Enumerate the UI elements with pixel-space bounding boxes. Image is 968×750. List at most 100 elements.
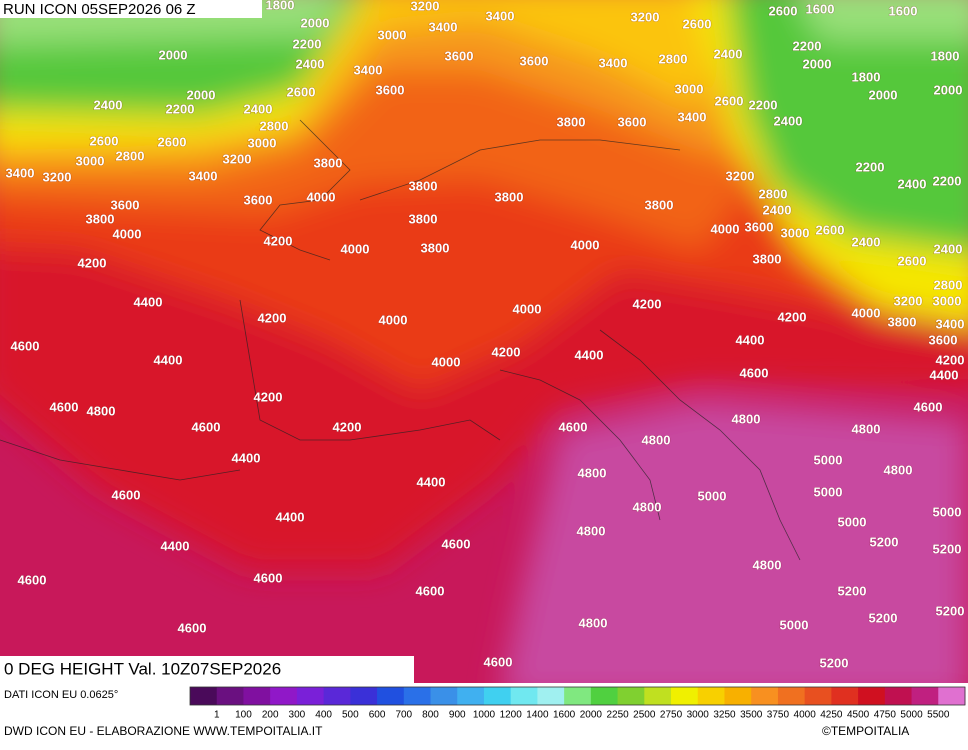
contour-label: 3000 [675,81,704,96]
contour-label: 5000 [780,617,809,632]
contour-label: 2200 [166,101,195,116]
contour-label: 1800 [931,48,960,63]
contour-label: 3000 [76,153,105,168]
legend-label: 2750 [660,710,683,721]
legend-label: 800 [422,710,439,721]
legend-swatch [858,687,886,705]
contour-label: 4000 [571,237,600,252]
contour-label: 2400 [934,241,963,256]
contour-label: 3800 [421,240,450,255]
contour-label: 2000 [301,15,330,30]
contour-label: 3400 [936,316,965,331]
legend-label: 1000 [473,710,496,721]
legend-swatch [323,687,351,705]
contour-label: 4400 [154,352,183,367]
contour-label: 4800 [578,465,607,480]
contour-label: 1600 [889,3,918,18]
legend-label: 900 [449,710,466,721]
legend-label: 600 [369,710,386,721]
legend-swatch [457,687,485,705]
contour-label: 4600 [112,487,141,502]
contour-label: 2800 [659,51,688,66]
contour-label: 3600 [929,332,958,347]
contour-label: 3000 [248,135,277,150]
contour-label: 3200 [43,169,72,184]
contour-label: 3800 [409,178,438,193]
contour-label: 4000 [307,189,336,204]
contour-label: 4000 [432,354,461,369]
contour-label: 4800 [633,499,662,514]
legend-label: 3000 [687,710,710,721]
legend-label: 4500 [847,710,870,721]
contour-label: 5000 [698,488,727,503]
legend-label: 500 [342,710,359,721]
contour-label: 4400 [575,347,604,362]
contour-label: 2000 [869,87,898,102]
legend-swatch [671,687,699,705]
field [728,0,968,252]
legend-label: 1 [214,710,220,721]
legend-label: 1600 [553,710,576,721]
contour-label: 4600 [740,365,769,380]
contour-label: 4200 [633,296,662,311]
contour-label: 3200 [894,293,923,308]
contour-label: 4400 [736,332,765,347]
contour-label: 2200 [856,159,885,174]
contour-label: 4800 [642,432,671,447]
contour-label: 2600 [287,84,316,99]
contour-label: 3600 [745,219,774,234]
contour-label: 5000 [933,504,962,519]
field [503,400,968,683]
contour-label: 4800 [753,557,782,572]
legend-label: 4000 [794,710,817,721]
contour-label: 2000 [159,47,188,62]
contour-label: 3800 [409,211,438,226]
contour-label: 4200 [778,309,807,324]
legend-label: 300 [289,710,306,721]
legend-swatch [483,687,512,705]
contour-label: 4600 [192,419,221,434]
legend-swatch [751,687,779,705]
coastline [0,439,241,481]
contour-label: 3800 [753,251,782,266]
legend-swatch [350,687,378,705]
contour-label: 3000 [933,293,962,308]
contour-label: 5200 [869,610,898,625]
contour-label: 4800 [732,411,761,426]
contour-label: 3800 [645,197,674,212]
legend-swatch [403,687,432,705]
contour-label: 4200 [258,310,287,325]
contour-label: 2600 [816,222,845,237]
contour-label: 2400 [714,46,743,61]
contour-label: 4400 [276,509,305,524]
contour-label: 5200 [820,655,849,670]
source: DATI ICON EU 0.0625° [4,689,118,701]
contour-label: 3400 [6,165,35,180]
legend-swatch [724,687,752,705]
legend-swatch [911,687,939,705]
legend-label: 2500 [633,710,656,721]
contour-label: 2000 [934,82,963,97]
contour-label: 3400 [189,168,218,183]
contour-label: 4400 [161,538,190,553]
contour-label: 4800 [579,615,608,630]
coastlines [0,119,801,561]
legend-label: 700 [395,710,412,721]
contour-label: 2600 [90,133,119,148]
contour-label: 5000 [838,514,867,529]
color-legend: 1 100 200 300 400 500 600 700 800 900 1000 1200 1400… [189,686,966,721]
contour-label: 4400 [134,294,163,309]
contour-label: 3600 [376,82,405,97]
legend-swatch [617,687,645,705]
legend-label: 100 [235,710,252,721]
contour-label: 3400 [429,19,458,34]
contour-label: 3200 [411,0,440,13]
legend-swatch [644,687,672,705]
legend-label: 4250 [820,710,843,721]
field-box [0,656,414,683]
legend-frame [189,686,966,706]
legend-swatch [510,687,538,705]
copyright: ©TEMPOITALIA [822,724,909,738]
contour-label: 1600 [806,1,835,16]
